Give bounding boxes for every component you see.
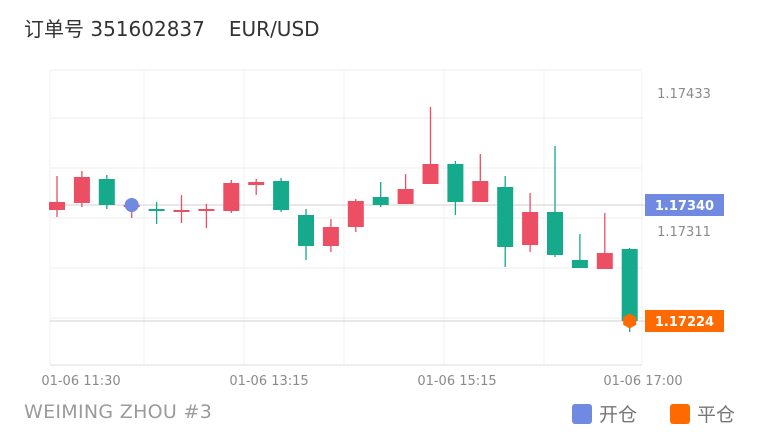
candle-body	[298, 215, 314, 246]
candle-body	[148, 209, 165, 211]
candle-body	[73, 177, 90, 203]
price-tag: 1.17224	[645, 310, 724, 332]
candle	[472, 154, 489, 202]
candle	[422, 107, 439, 184]
candle	[522, 193, 539, 252]
axis-labels: 1.17433 1.17311 1.17340 1.17224 01-06 11:30 0…	[41, 87, 724, 389]
candle-body	[397, 189, 414, 204]
candle	[298, 209, 314, 260]
legend-open-label: 开仓	[599, 404, 638, 426]
candle	[223, 180, 240, 213]
entry-marker	[124, 198, 139, 212]
candle	[447, 161, 464, 215]
candle	[248, 179, 265, 195]
open-swatch	[572, 403, 592, 424]
chart-grid	[49, 69, 645, 366]
candle-body	[49, 202, 65, 210]
price-tag-bg	[645, 194, 724, 216]
candle	[322, 219, 339, 252]
x-tick-label: 01-06 13:15	[229, 374, 308, 389]
price-tag: 1.17340	[645, 194, 724, 216]
candle	[497, 176, 514, 267]
candle	[98, 175, 115, 209]
candle-body	[273, 181, 290, 210]
x-tick-label: 01-06 11:30	[41, 374, 120, 389]
candle-body	[347, 201, 364, 227]
legend-item-close: 平仓	[670, 400, 735, 427]
candle-body	[571, 260, 588, 268]
x-tick-label: 01-06 15:15	[417, 374, 496, 389]
account-name: WEIMING ZHOU #3	[24, 401, 213, 423]
y-tick-label: 1.17311	[657, 225, 711, 240]
candle-body	[547, 212, 563, 255]
candle	[49, 176, 65, 217]
candle-body	[98, 179, 115, 205]
candle-body	[248, 182, 265, 185]
order-number: 订单号 351602837	[24, 17, 205, 41]
candle	[173, 195, 190, 223]
candle-body	[173, 210, 190, 212]
price-tag-bg	[645, 310, 724, 332]
candle	[571, 234, 588, 268]
x-tick-label: 01-06 17:00	[603, 374, 682, 389]
candle	[273, 178, 290, 212]
candle	[148, 202, 165, 224]
candles	[49, 107, 638, 332]
price-tag-label: 1.17224	[655, 315, 714, 330]
exit-marker	[623, 313, 637, 329]
y-tick-label: 1.17433	[657, 87, 711, 102]
candle-body	[422, 164, 439, 184]
candle-body	[596, 253, 613, 269]
close-swatch	[670, 403, 690, 424]
trade-markers	[124, 198, 637, 329]
candle-body	[472, 181, 489, 202]
candle	[73, 171, 90, 207]
candle-body	[447, 164, 464, 202]
candle-body	[497, 187, 514, 247]
legend-item-open: 开仓	[572, 400, 637, 427]
candle	[198, 204, 215, 228]
price-tag-label: 1.17340	[655, 199, 714, 214]
candle	[547, 146, 563, 257]
candle-body	[198, 209, 215, 211]
candle	[347, 199, 364, 232]
legend-close-label: 平仓	[697, 404, 736, 426]
symbol-label: EUR/USD	[228, 17, 320, 41]
candle	[372, 182, 389, 207]
candle	[596, 213, 613, 269]
chart-header: 订单号 351602837 EUR/USD	[24, 13, 320, 42]
candle-body	[223, 183, 240, 211]
candle	[397, 174, 414, 204]
candle-body	[522, 212, 539, 245]
candle-body	[322, 227, 339, 246]
candle-body	[621, 249, 638, 321]
candle-body	[372, 197, 389, 205]
